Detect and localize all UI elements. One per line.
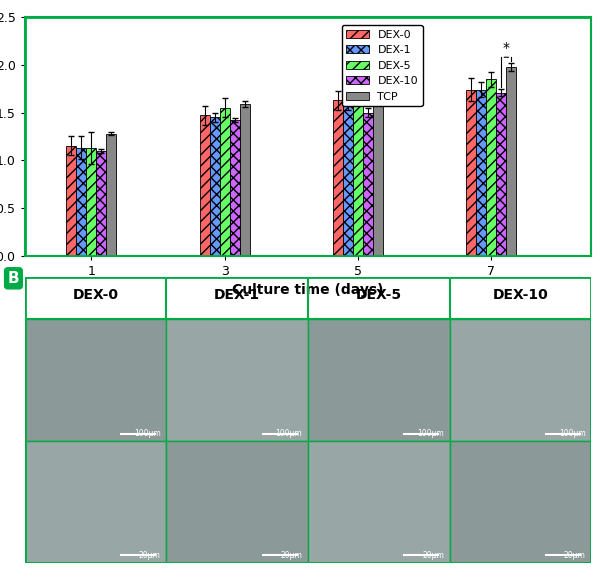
Bar <box>166 319 308 441</box>
Bar <box>363 113 373 255</box>
Bar <box>209 117 220 255</box>
Text: 20μm: 20μm <box>280 550 302 560</box>
Text: DEX-10: DEX-10 <box>493 288 548 302</box>
Bar <box>166 441 308 563</box>
Bar <box>67 146 76 255</box>
Bar <box>25 441 166 563</box>
Text: 100μm: 100μm <box>417 429 444 438</box>
Bar <box>86 148 96 255</box>
Text: B: B <box>7 271 19 286</box>
Bar <box>308 319 450 441</box>
Bar <box>487 79 496 255</box>
Text: 20μm: 20μm <box>139 550 161 560</box>
Bar <box>25 17 591 255</box>
Bar <box>25 319 166 441</box>
Legend: DEX-0, DEX-1, DEX-5, DEX-10, TCP: DEX-0, DEX-1, DEX-5, DEX-10, TCP <box>342 25 423 106</box>
Text: *: * <box>370 65 376 79</box>
Bar <box>373 89 383 255</box>
Bar <box>476 90 487 255</box>
Bar <box>107 134 116 255</box>
Text: DEX-1: DEX-1 <box>214 288 260 302</box>
Bar <box>308 441 450 563</box>
Text: 20μm: 20μm <box>422 550 444 560</box>
Bar <box>450 319 591 441</box>
Text: *: * <box>503 41 510 55</box>
Bar <box>220 108 230 255</box>
Bar <box>450 441 591 563</box>
Bar <box>200 115 209 255</box>
Bar <box>343 98 353 255</box>
Bar <box>506 67 516 255</box>
Bar <box>230 120 240 255</box>
Text: DEX-5: DEX-5 <box>356 288 402 302</box>
Text: 20μm: 20μm <box>564 550 586 560</box>
Text: 100μm: 100μm <box>559 429 586 438</box>
X-axis label: Culture time (days): Culture time (days) <box>232 283 384 297</box>
Text: DEX-0: DEX-0 <box>73 288 118 302</box>
Bar <box>76 148 86 255</box>
Text: 100μm: 100μm <box>275 429 302 438</box>
Bar <box>96 151 107 255</box>
Text: 100μm: 100μm <box>134 429 161 438</box>
Bar <box>333 100 343 255</box>
Bar <box>496 92 506 255</box>
Bar <box>466 90 476 255</box>
Bar <box>353 92 363 255</box>
Bar <box>240 104 249 255</box>
